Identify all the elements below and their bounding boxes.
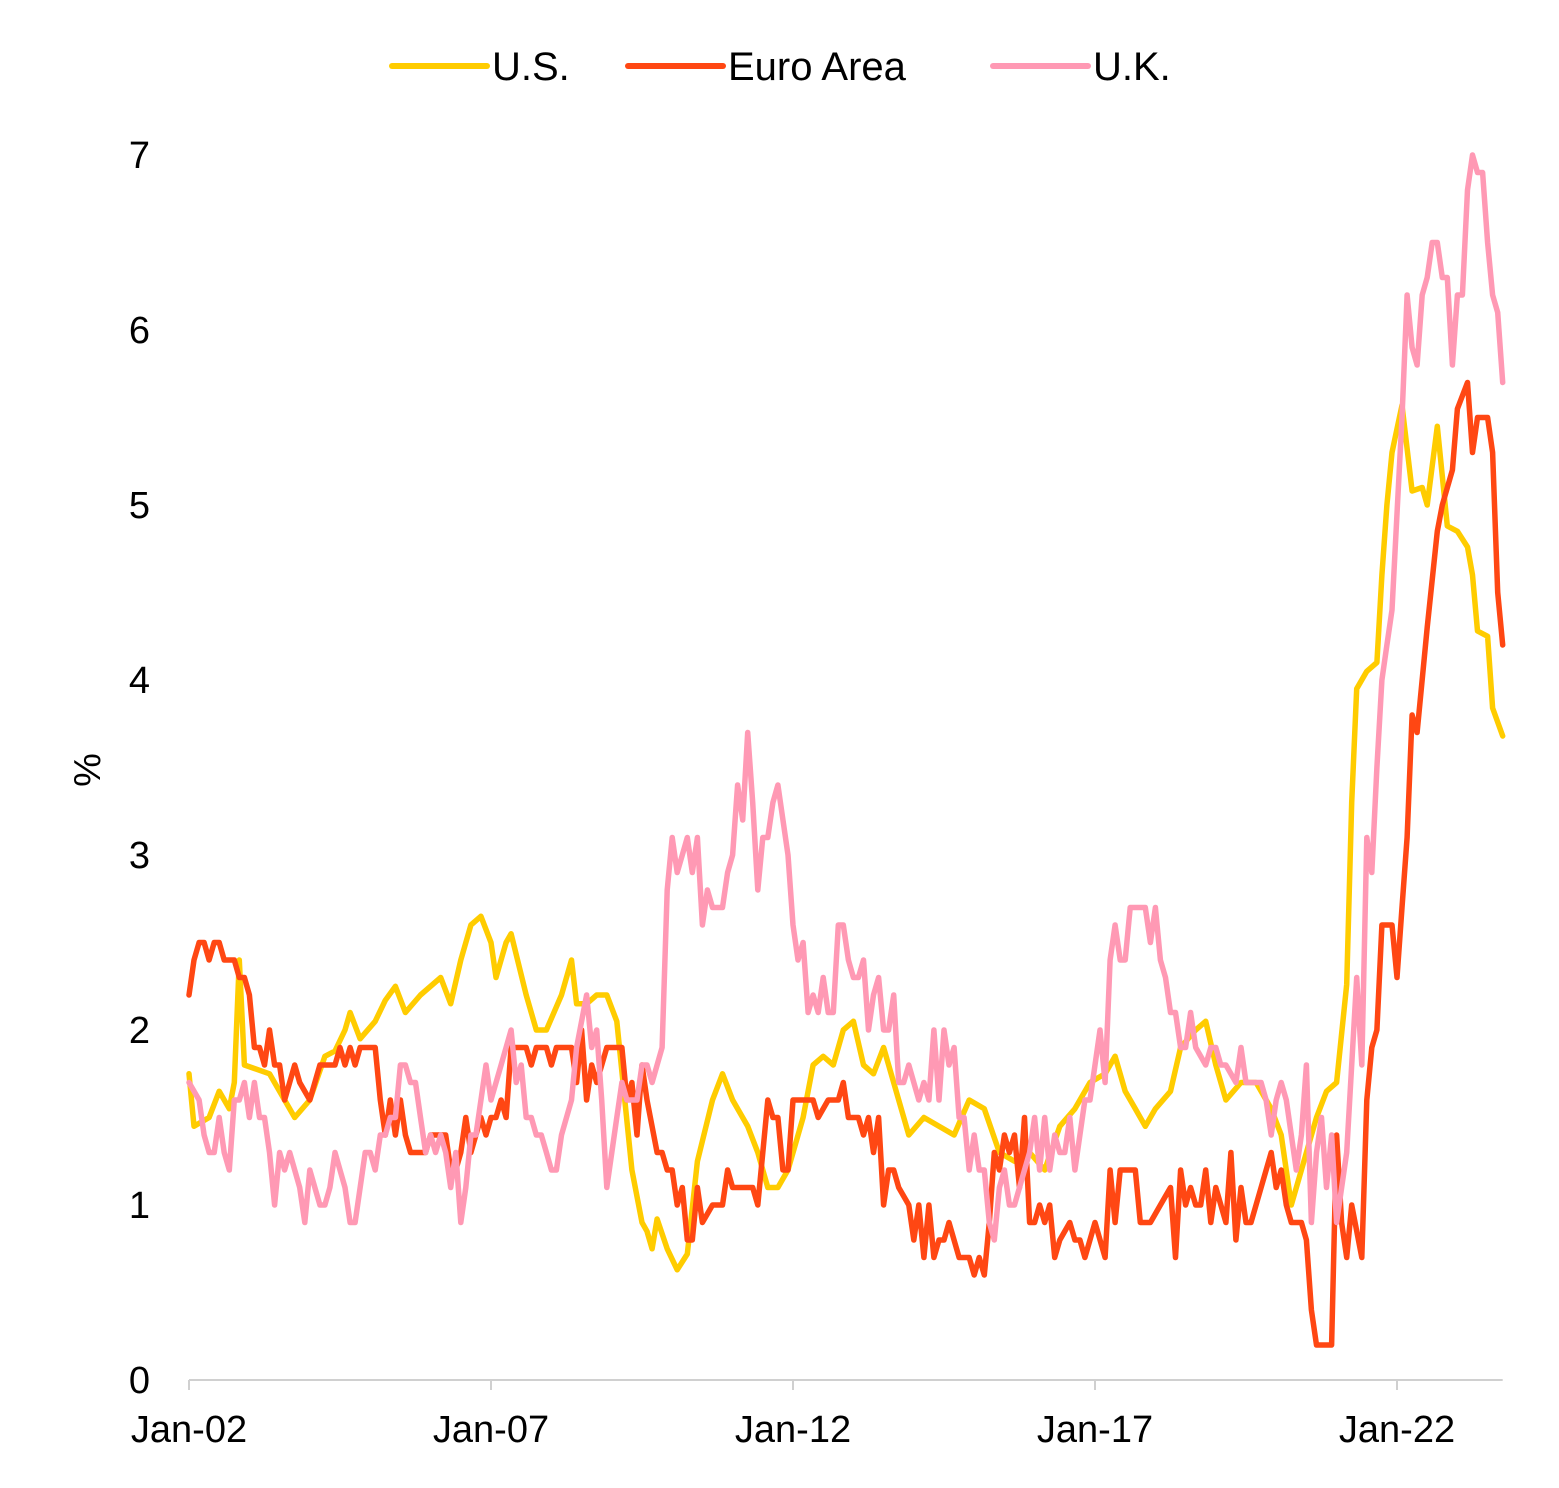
legend-item: Euro Area — [625, 45, 907, 89]
x-tick-label: Jan-02 — [131, 1409, 247, 1451]
y-tick-label: 1 — [129, 1185, 150, 1227]
series-group — [186, 152, 1506, 1348]
y-axis-label: % — [67, 753, 109, 787]
legend: U.S. Euro Area U.K. — [389, 45, 1171, 89]
series-line-euro-area — [186, 379, 1506, 1348]
x-tick-label: Jan-17 — [1037, 1409, 1153, 1451]
series-line-u-s — [186, 402, 1506, 1273]
legend-item: U.S. — [389, 45, 570, 89]
y-tick-label: 5 — [129, 485, 150, 527]
x-tick-label: Jan-07 — [433, 1409, 549, 1451]
y-tick-label: 7 — [129, 135, 150, 177]
y-tick-label: 6 — [129, 310, 150, 352]
x-tick-label: Jan-12 — [735, 1409, 851, 1451]
y-tick-label: 0 — [129, 1360, 150, 1402]
y-tick-label: 3 — [129, 835, 150, 877]
x-axis: Jan-02 Jan-07 Jan-12 Jan-17 Jan-22 — [131, 1379, 1503, 1451]
legend-item: U.K. — [990, 45, 1171, 89]
x-tick-label: Jan-22 — [1339, 1409, 1455, 1451]
series-line-u-k — [186, 152, 1506, 1243]
y-axis: 0 1 2 3 4 5 6 7 — [129, 135, 150, 1402]
legend-label: U.S. — [492, 45, 570, 89]
legend-label: U.K. — [1093, 45, 1171, 89]
legend-label: Euro Area — [728, 45, 907, 89]
y-tick-label: 4 — [129, 660, 150, 702]
y-tick-label: 2 — [129, 1010, 150, 1052]
